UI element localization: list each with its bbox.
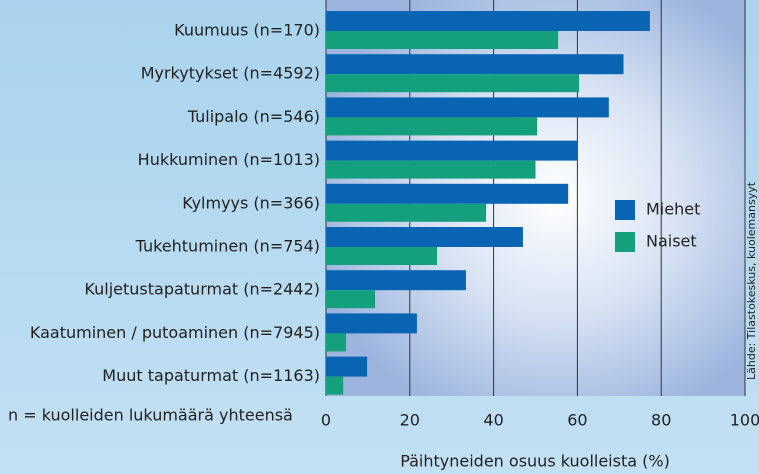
y-tick-label: Kuljetustapaturmat (n=2442) bbox=[84, 280, 320, 299]
bar bbox=[326, 117, 538, 136]
y-tick-label: Kaatuminen / putoaminen (n=7945) bbox=[30, 323, 320, 342]
bar bbox=[326, 203, 487, 222]
bar bbox=[326, 333, 347, 352]
legend-label: Naiset bbox=[646, 232, 697, 251]
source: Lähde: Tilastokeskus, kuolemansyyt bbox=[745, 181, 758, 380]
y-tick-label: Myrkytykset (n=4592) bbox=[141, 64, 320, 83]
bar bbox=[326, 356, 368, 377]
bar bbox=[326, 54, 624, 75]
bar bbox=[326, 31, 559, 49]
y-tick-label: Kuumuus (n=170) bbox=[174, 21, 320, 40]
y-tick-label: Tukehtuminen (n=754) bbox=[135, 237, 320, 256]
bar bbox=[326, 74, 580, 93]
x-tick-label: 20 bbox=[400, 411, 420, 430]
bar bbox=[326, 97, 609, 118]
bar bbox=[326, 183, 569, 204]
y-tick-label: Muut tapaturmat (n=1163) bbox=[102, 366, 320, 385]
x-axis-title: Päihtyneiden osuus kuolleista (%) bbox=[400, 452, 670, 471]
legend-swatch bbox=[615, 200, 635, 220]
bar bbox=[326, 270, 466, 291]
x-tick-label: 0 bbox=[321, 411, 331, 430]
x-tick-label: 80 bbox=[651, 411, 671, 430]
y-tick-label: Kylmyys (n=366) bbox=[182, 193, 320, 212]
x-tick-label: 60 bbox=[567, 411, 587, 430]
x-tick-label: 40 bbox=[483, 411, 503, 430]
legend-swatch bbox=[615, 232, 635, 252]
bar bbox=[326, 140, 578, 161]
bar bbox=[326, 313, 417, 334]
y-tick-label: Tulipalo (n=546) bbox=[187, 107, 320, 126]
bar bbox=[326, 376, 344, 395]
note: n = kuolleiden lukumäärä yhteensä bbox=[8, 406, 293, 425]
bar bbox=[326, 290, 376, 309]
bar bbox=[326, 227, 523, 247]
y-tick-label: Hukkuminen (n=1013) bbox=[138, 150, 320, 169]
bar bbox=[326, 11, 650, 31]
legend-label: Miehet bbox=[646, 200, 700, 219]
bar bbox=[326, 247, 438, 265]
x-tick-label: 100 bbox=[730, 411, 759, 430]
bar bbox=[326, 160, 536, 179]
